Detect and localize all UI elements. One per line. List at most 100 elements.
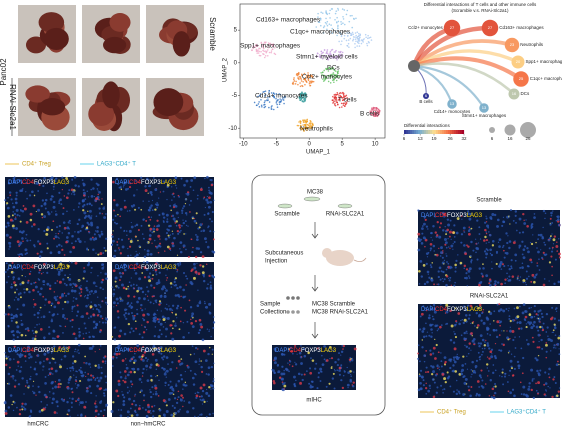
nucleus: [461, 318, 464, 321]
nucleus: [36, 252, 39, 255]
nucleus: [160, 333, 163, 336]
node-label: Spp1+ macrophages: [526, 59, 562, 64]
nucleus: [166, 279, 168, 281]
nucleus: [66, 400, 69, 404]
nucleus: [548, 280, 550, 282]
cell-dot: [272, 92, 275, 94]
nucleus: [34, 335, 37, 337]
nucleus: [551, 395, 554, 399]
nucleus: [512, 338, 515, 342]
nucleus: [154, 245, 157, 248]
nucleus: [430, 365, 433, 367]
cell-dot: [351, 26, 354, 29]
nucleus: [208, 191, 212, 195]
nucleus: [167, 363, 169, 365]
colorbar: [434, 130, 437, 134]
nucleus: [331, 377, 335, 380]
nucleus: [32, 391, 36, 395]
cell-dot: [268, 89, 271, 92]
nucleus: [60, 268, 64, 272]
nucleus: [32, 390, 34, 393]
nucleus: [446, 371, 449, 374]
nucleus: [512, 241, 516, 245]
nucleus: [59, 386, 61, 388]
nucleus: [349, 360, 351, 363]
nucleus: [506, 277, 509, 280]
nucleus: [26, 252, 28, 255]
nucleus: [173, 406, 176, 409]
y-tick-label: -5: [232, 93, 238, 99]
cohort-label: Panc02: [0, 58, 8, 86]
nucleus: [351, 357, 354, 359]
nucleus: [425, 387, 428, 390]
nucleus: [162, 220, 165, 222]
nucleus: [470, 332, 473, 335]
nucleus: [551, 274, 553, 277]
nucleus: [530, 261, 533, 264]
nucleus: [89, 378, 93, 382]
nucleus: [454, 281, 456, 284]
nucleus: [38, 292, 42, 296]
nucleus: [553, 323, 556, 326]
nucleus: [440, 352, 442, 354]
cell-dot: [271, 44, 274, 46]
sample-label: MC38 Scramble: [312, 302, 356, 308]
nucleus: [21, 377, 24, 380]
nucleus: [7, 196, 9, 199]
nucleus: [105, 317, 107, 319]
nucleus: [349, 378, 352, 382]
nucleus: [14, 197, 18, 201]
nucleus: [493, 354, 497, 358]
cell-dot: [334, 12, 337, 15]
nucleus: [425, 309, 428, 312]
nucleus: [134, 403, 138, 407]
nucleus: [419, 387, 423, 391]
nucleus: [187, 255, 190, 258]
cell-dot: [351, 31, 354, 34]
nucleus: [463, 264, 467, 268]
nucleus: [168, 305, 170, 307]
nucleus: [140, 389, 143, 392]
cell-dot: [305, 96, 308, 98]
nucleus: [212, 387, 215, 390]
nucleus: [6, 221, 10, 225]
nucleus: [470, 349, 472, 351]
nucleus: [5, 281, 8, 284]
nucleus: [193, 217, 196, 220]
nucleus: [547, 373, 550, 375]
nucleus: [190, 282, 194, 286]
nucleus: [127, 288, 130, 290]
nucleus: [98, 235, 102, 238]
nucleus: [15, 191, 18, 194]
nucleus: [467, 352, 470, 355]
cell-dot: [260, 50, 262, 53]
nucleus: [165, 213, 169, 217]
nucleus: [20, 405, 24, 408]
nucleus: [76, 351, 78, 353]
nucleus: [508, 374, 510, 377]
nucleus: [187, 366, 190, 369]
nucleus: [488, 233, 492, 237]
nucleus: [480, 319, 483, 322]
nucleus: [87, 210, 89, 212]
nucleus: [113, 338, 117, 341]
nucleus: [418, 374, 422, 378]
nucleus: [195, 222, 198, 224]
nucleus: [71, 406, 73, 409]
nucleus: [175, 307, 179, 310]
nucleus: [66, 226, 70, 230]
nucleus: [191, 325, 195, 329]
nucleus: [453, 332, 457, 336]
cell-dot: [338, 55, 341, 58]
nucleus: [511, 318, 515, 322]
nucleus: [180, 295, 182, 297]
nucleus: [67, 276, 69, 279]
stain-word: LAG3: [467, 213, 483, 219]
colorbar: [420, 130, 423, 134]
nucleus: [132, 318, 135, 321]
nucleus: [102, 414, 105, 417]
cell-dot: [336, 55, 338, 57]
cell-dot: [342, 18, 345, 20]
nucleus: [98, 348, 101, 351]
cell-dot: [340, 34, 343, 36]
